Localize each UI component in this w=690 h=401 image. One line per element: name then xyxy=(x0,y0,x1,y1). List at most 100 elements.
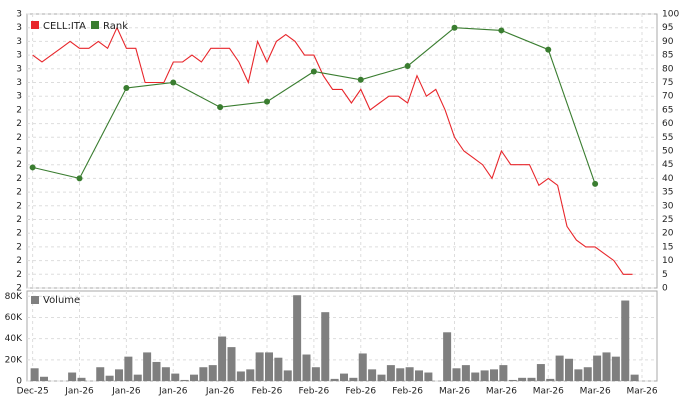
y2-tick-label: 35 xyxy=(662,188,673,198)
volume-bar xyxy=(593,355,602,381)
x-tick-label: Mar-26 xyxy=(580,387,611,397)
y2-tick-label: 5 xyxy=(662,270,668,280)
y-tick-label: 3 xyxy=(16,10,22,20)
y-tick-label: 2 xyxy=(16,242,22,252)
volume-bar xyxy=(555,355,564,381)
y-tick-label: 3 xyxy=(16,92,22,102)
volume-bar xyxy=(283,370,292,381)
volume-bar xyxy=(499,365,508,381)
y2-tick-label: 95 xyxy=(662,23,673,33)
volume-bar xyxy=(405,367,414,381)
y2-tick-label: 100 xyxy=(662,10,679,20)
volume-bar xyxy=(311,367,320,381)
y-tick-label: 80K xyxy=(5,292,23,302)
y2-tick-label: 80 xyxy=(662,64,674,74)
volume-bar xyxy=(518,377,527,381)
y2-tick-label: 65 xyxy=(662,105,673,115)
volume-bar xyxy=(143,352,152,381)
volume-bar xyxy=(574,369,583,381)
volume-bar xyxy=(452,368,461,381)
y2-tick-label: 55 xyxy=(662,133,673,143)
legend-label: Volume xyxy=(43,295,80,306)
y-tick-label: 2 xyxy=(16,215,22,225)
volume-bar xyxy=(30,368,39,381)
x-tick-label: Mar-26 xyxy=(486,387,517,397)
volume-bar xyxy=(236,371,245,381)
y-tick-label: 2 xyxy=(16,160,22,170)
legend-label: CELL:ITA xyxy=(43,21,86,32)
y2-tick-label: 40 xyxy=(662,174,674,184)
rank-point xyxy=(310,68,317,75)
volume-bar xyxy=(218,336,227,381)
volume-bar xyxy=(490,369,498,381)
legend-swatch xyxy=(31,296,39,304)
volume-bar xyxy=(377,374,386,381)
rank-point xyxy=(545,46,552,53)
y-tick-label: 2 xyxy=(16,119,22,129)
y-tick-label: 2 xyxy=(16,229,22,239)
y-tick-label: 2 xyxy=(16,133,22,143)
y-tick-label: 2 xyxy=(16,270,22,280)
volume-bar xyxy=(480,370,489,381)
volume-bar xyxy=(265,352,273,381)
volume-bar xyxy=(340,373,348,381)
volume-bar xyxy=(96,367,105,381)
volume-bar xyxy=(611,356,620,381)
volume-bar xyxy=(602,352,611,381)
y-tick-label: 3 xyxy=(16,37,22,47)
volume-bar xyxy=(199,367,208,381)
x-tick-label: Mar-26 xyxy=(439,387,470,397)
volume-bar xyxy=(321,312,330,381)
x-tick-label: Dec-25 xyxy=(17,387,49,397)
rank-point xyxy=(404,63,411,70)
y2-tick-label: 85 xyxy=(662,51,673,61)
y2-tick-label: 0 xyxy=(662,284,668,294)
y2-tick-label: 10 xyxy=(662,256,674,266)
volume-bar xyxy=(415,370,423,381)
y2-tick-label: 15 xyxy=(662,242,673,252)
volume-bar xyxy=(583,367,592,381)
y2-tick-label: 25 xyxy=(662,215,673,225)
y2-tick-label: 75 xyxy=(662,78,673,88)
volume-bar xyxy=(255,352,264,381)
y-tick-label: 2 xyxy=(16,147,22,157)
x-tick-label: Feb-26 xyxy=(345,387,376,397)
volume-bar xyxy=(368,369,377,381)
volume-bar xyxy=(293,295,302,381)
volume-bar xyxy=(68,372,77,381)
rank-point xyxy=(498,27,505,34)
volume-bar xyxy=(424,372,433,381)
volume-bar xyxy=(527,377,536,381)
y-tick-label: 0 xyxy=(16,377,22,387)
volume-bar xyxy=(171,373,180,381)
y-tick-label: 2 xyxy=(16,256,22,266)
y-tick-label: 3 xyxy=(16,51,22,61)
volume-bar xyxy=(133,374,142,381)
volume-bar xyxy=(124,356,133,381)
volume-bar xyxy=(471,372,480,381)
x-tick-label: Feb-26 xyxy=(392,387,423,397)
volume-bar xyxy=(630,374,639,381)
volume-bar xyxy=(386,365,395,381)
volume-bar xyxy=(565,358,573,381)
volume-bar xyxy=(461,365,470,381)
volume-bar xyxy=(443,332,452,381)
rank-point xyxy=(592,180,599,187)
y2-tick-label: 20 xyxy=(662,229,674,239)
volume-bar xyxy=(115,369,123,381)
legend-swatch xyxy=(91,21,99,29)
y-tick-label: 3 xyxy=(16,23,22,33)
rank-point xyxy=(29,164,36,171)
volume-bar xyxy=(274,357,283,381)
y-tick-label: 40K xyxy=(5,334,23,344)
volume-bar xyxy=(358,353,367,381)
volume-bar xyxy=(227,347,236,381)
rank-point xyxy=(264,98,270,105)
volume-bar xyxy=(302,354,311,381)
x-tick-label: Jan-26 xyxy=(205,387,235,397)
x-tick-label: Mar-26 xyxy=(626,387,657,397)
y-tick-label: 2 xyxy=(16,174,22,184)
x-tick-label: Feb-26 xyxy=(252,387,283,397)
x-tick-label: Jan-26 xyxy=(64,387,94,397)
rank-point xyxy=(123,84,130,91)
